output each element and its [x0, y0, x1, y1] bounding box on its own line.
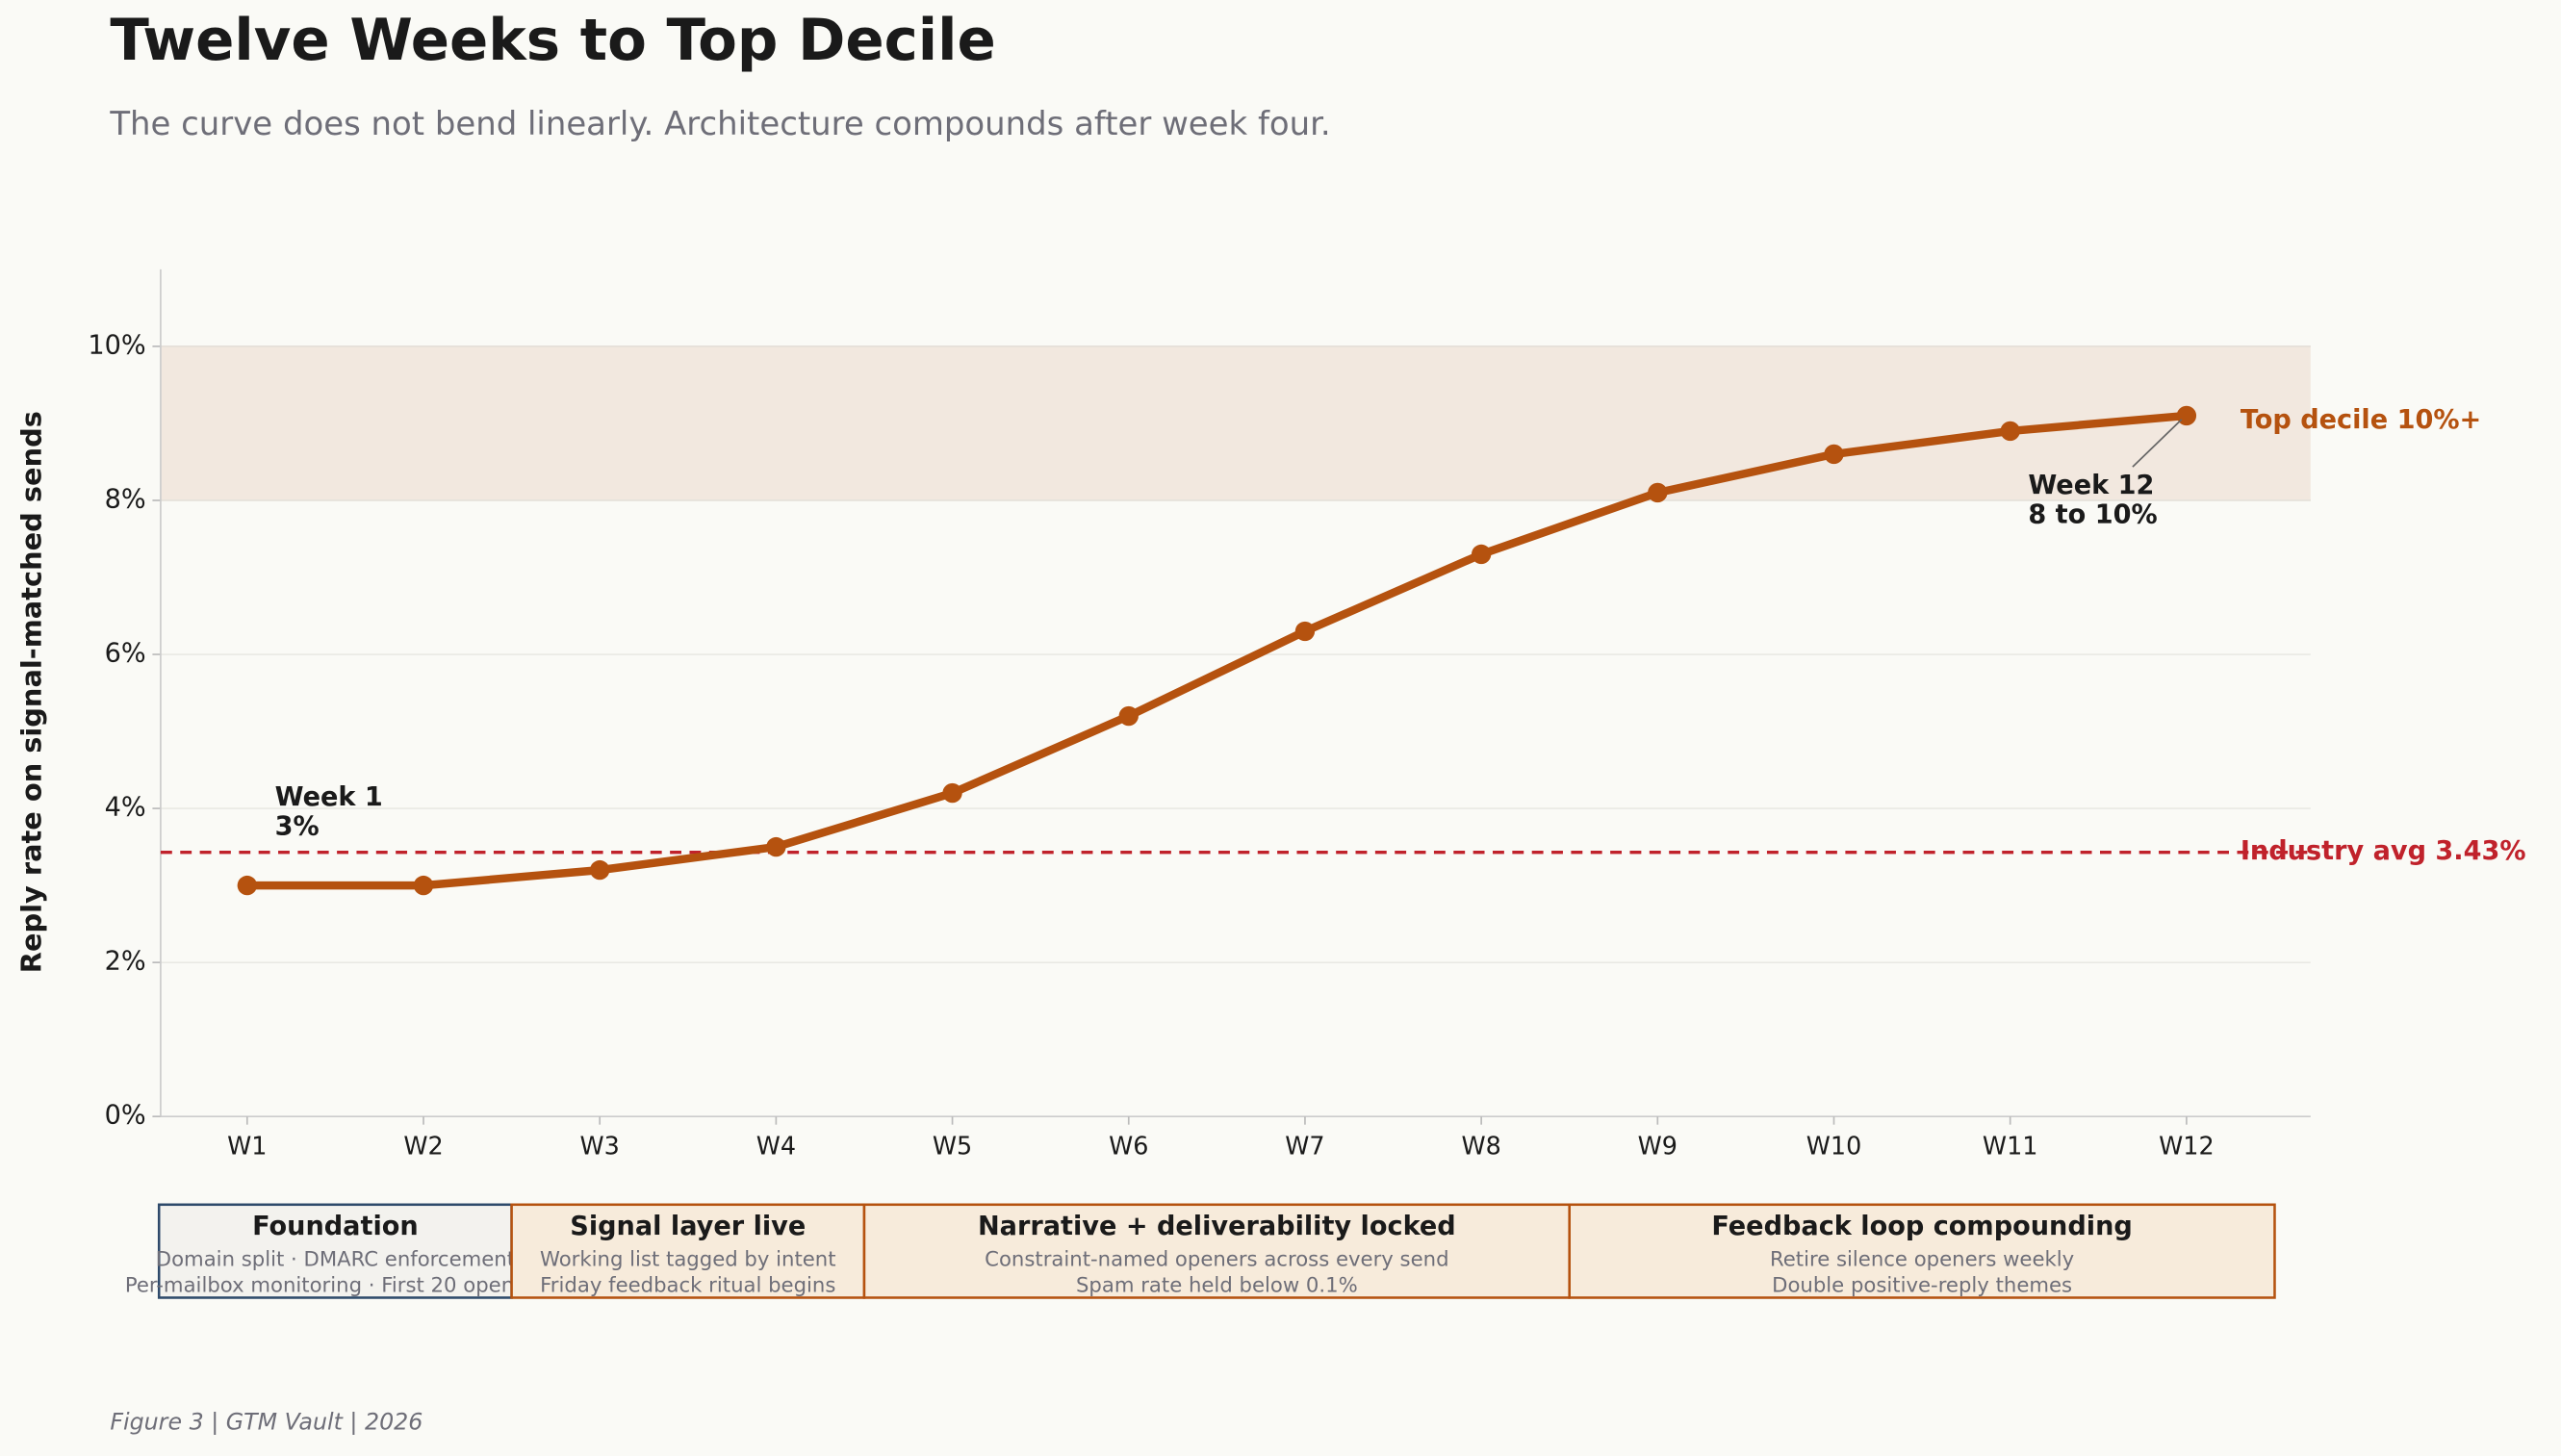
- chart-subtitle: The curve does not bend linearly. Archit…: [109, 105, 1330, 142]
- phase-title: Narrative + deliverability locked: [978, 1212, 1456, 1241]
- annotation-arrow: [2132, 419, 2183, 468]
- data-point: [1824, 444, 1844, 465]
- x-tick-label: W3: [580, 1131, 620, 1160]
- y-tick-label: 6%: [105, 639, 146, 669]
- data-point: [2000, 421, 2020, 442]
- chart-title: Twelve Weeks to Top Decile: [110, 7, 995, 73]
- phase-box: [157, 1203, 513, 1299]
- phase-title: Feedback loop compounding: [1711, 1212, 2132, 1241]
- y-axis-label: Reply rate on signal-matched sends: [15, 411, 48, 973]
- x-tick-label: W6: [1109, 1131, 1148, 1160]
- x-tick-label: W12: [2159, 1131, 2215, 1160]
- y-tick-label: 0%: [105, 1101, 146, 1131]
- x-tick-label: W7: [1285, 1131, 1324, 1160]
- x-tick-label: W8: [1461, 1131, 1500, 1160]
- y-tick-label: 10%: [88, 330, 145, 360]
- data-point: [237, 875, 257, 896]
- top-decile-label: Top decile 10%+: [2241, 405, 2481, 435]
- data-point: [1294, 621, 1316, 642]
- y-tick-label: 2%: [105, 947, 146, 977]
- phase-detail: Per-mailbox monitoring · First 20 opener…: [125, 1273, 546, 1297]
- phase-detail: Constraint-named openers across every se…: [985, 1246, 1448, 1270]
- data-point: [942, 782, 962, 804]
- annotation: 3%: [275, 811, 320, 841]
- industry-avg-label: Industry avg 3.43%: [2241, 836, 2526, 866]
- phase-detail: Spam rate held below 0.1%: [1076, 1273, 1358, 1297]
- y-tick-label: 8%: [105, 484, 146, 514]
- top-decile-band: [160, 345, 2311, 500]
- x-tick-label: W10: [1806, 1131, 1862, 1160]
- series-line: [246, 411, 2188, 890]
- x-tick-label: W9: [1638, 1131, 1677, 1160]
- phase-box: [510, 1203, 866, 1299]
- phase-detail: Working list tagged by intent: [540, 1246, 836, 1270]
- data-point: [1648, 482, 1668, 503]
- phase-detail: Retire silence openers weekly: [1770, 1246, 2074, 1270]
- phase-detail: Double positive-reply themes: [1772, 1273, 2072, 1297]
- data-point: [1118, 705, 1139, 727]
- phase-detail: Friday feedback ritual begins: [540, 1273, 835, 1297]
- data-point: [1471, 544, 1492, 565]
- annotation: Week 12: [2028, 471, 2154, 500]
- x-tick-label: W2: [403, 1131, 443, 1160]
- phase-box: [1568, 1203, 2276, 1299]
- phase-title: Signal layer live: [570, 1212, 806, 1241]
- y-tick-label: 4%: [105, 793, 146, 823]
- x-tick-label: W11: [1983, 1131, 2038, 1160]
- data-point: [413, 875, 434, 896]
- data-point: [590, 859, 610, 881]
- phase-detail: Domain split · DMARC enforcement: [156, 1246, 515, 1270]
- phase-title: Foundation: [252, 1212, 419, 1241]
- x-tick-label: W1: [227, 1131, 267, 1160]
- footer: Figure 3 | GTM Vault | 2026: [110, 1409, 423, 1436]
- annotation: 8 to 10%: [2028, 499, 2157, 529]
- annotation: Week 1: [275, 782, 383, 812]
- x-tick-label: W4: [756, 1131, 796, 1160]
- x-tick-label: W5: [933, 1131, 972, 1160]
- data-point: [766, 836, 786, 857]
- phase-box: [862, 1203, 1571, 1299]
